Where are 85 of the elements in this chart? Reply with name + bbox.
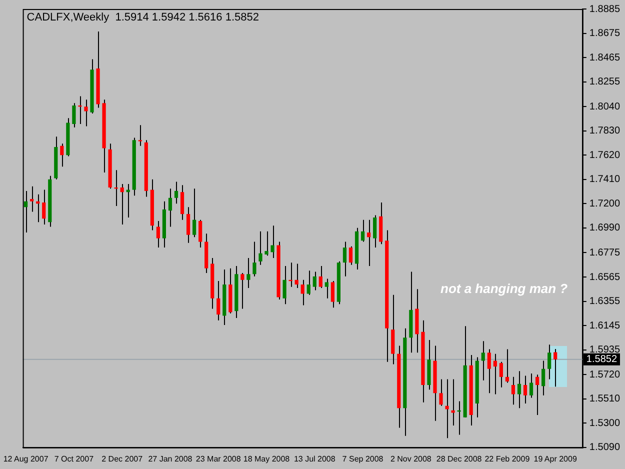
annotation: not a hanging man ? (440, 281, 568, 296)
candlestick (529, 372, 534, 398)
y-tick-label: 1.5090 (589, 442, 620, 454)
y-tick-label: 1.8255 (589, 76, 620, 88)
candlestick (300, 279, 304, 306)
candlestick (342, 241, 347, 277)
y-tick-label: 1.5510 (589, 394, 620, 405)
candlestick (258, 230, 262, 266)
candlestick (451, 378, 455, 426)
candlestick (42, 189, 46, 225)
x-tick-label: 19 Apr 2009 (534, 454, 578, 464)
candlestick (270, 225, 274, 258)
x-tick-label: 18 May 2008 (243, 454, 290, 464)
candlestick (511, 376, 516, 406)
candlestick (138, 124, 142, 146)
x-tick-label: 2 Dec 2007 (102, 454, 144, 464)
y-tick-label: 1.8885 (589, 4, 620, 15)
candlestick (282, 266, 286, 305)
candlestick (348, 246, 353, 266)
x-tick-label: 22 Feb 2009 (484, 454, 530, 464)
candlestick (318, 266, 322, 288)
candlestick (324, 278, 328, 299)
candlestick (517, 370, 522, 409)
candlestick (72, 102, 76, 128)
candlestick (554, 348, 558, 388)
candlestick (373, 214, 377, 248)
candlestick (60, 143, 64, 168)
candlestick (216, 280, 220, 321)
chart-title: CADLFX,Weekly 1.5914 1.5942 1.5616 1.5852 (26, 12, 259, 24)
y-tick-label: 1.7410 (589, 174, 620, 186)
x-tick-label: 23 Mar 2008 (196, 454, 242, 464)
ref-line-label: 1.5852 (586, 354, 618, 366)
candlestick (120, 184, 124, 225)
candlestick (78, 96, 82, 124)
candlestick (445, 378, 449, 439)
y-tick-label: 1.8465 (589, 52, 620, 64)
y-tick-label: 1.7200 (589, 198, 620, 210)
x-tick-label: 7 Sep 2008 (342, 454, 384, 464)
y-tick-label: 1.7620 (589, 150, 620, 161)
candlestick (180, 184, 184, 220)
x-tick-label: 12 Aug 2007 (3, 454, 49, 464)
candlestick (252, 241, 256, 277)
candlestick (186, 206, 190, 244)
x-tick-label: 28 Dec 2008 (436, 454, 482, 464)
y-tick-label: 1.6565 (589, 272, 620, 283)
candlestick (493, 353, 497, 395)
y-tick-label: 1.6990 (589, 222, 620, 234)
candlestick (481, 340, 485, 381)
candlestick (156, 220, 160, 248)
y-tick-label: 1.6775 (589, 248, 620, 258)
candlestick (84, 99, 88, 127)
candlestick (198, 219, 202, 248)
candlestick (168, 188, 172, 228)
y-tick-label: 1.7830 (589, 126, 620, 137)
y-tick-label: 1.8675 (589, 28, 620, 40)
candlestick (499, 361, 503, 388)
candlestick (360, 219, 365, 242)
candlestick (535, 374, 540, 416)
x-tick-label: 27 Jan 2008 (148, 454, 193, 464)
candlestick (548, 344, 552, 380)
candlestick (306, 270, 310, 296)
candlestick (505, 348, 509, 384)
candlestick (264, 230, 268, 256)
y-tick-label: 1.6355 (589, 296, 620, 308)
y-tick-label: 1.6145 (589, 320, 620, 332)
candlestick (487, 348, 491, 394)
y-tick-label: 1.5300 (589, 418, 620, 429)
candlestick (330, 280, 334, 308)
candlestick (294, 263, 298, 288)
x-tick-label: 13 Jul 2008 (294, 454, 336, 464)
y-tick-label: 1.5935 (589, 344, 620, 356)
candlestick (192, 188, 196, 238)
y-tick-label: 1.8040 (589, 101, 620, 112)
x-tick-label: 7 Oct 2007 (54, 454, 94, 464)
y-tick-label: 1.5720 (589, 369, 620, 380)
candlestick (174, 181, 178, 204)
candlestick (30, 186, 34, 212)
candlestick (366, 219, 371, 267)
candlestick (246, 257, 250, 288)
candlestick (523, 375, 528, 404)
candlestick (240, 272, 244, 310)
candlestick (541, 360, 546, 396)
candlestick (312, 271, 316, 291)
x-tick-label: 2 Nov 2008 (390, 454, 432, 464)
candlestick (439, 378, 443, 406)
